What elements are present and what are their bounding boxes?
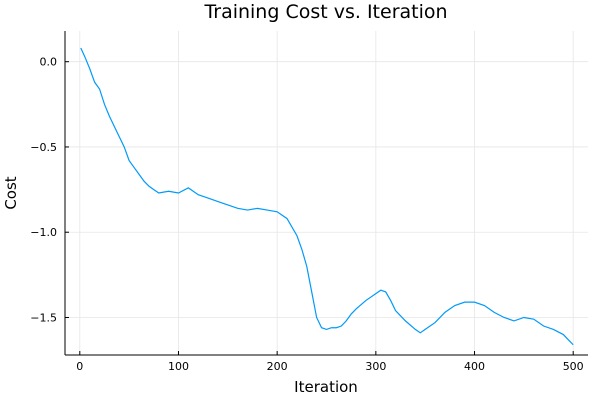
x-tick-label: 100 [168,360,189,373]
y-tick-label: −1.5 [30,311,57,324]
y-tick-label: −0.5 [30,141,57,154]
x-tick-label: 200 [267,360,288,373]
y-tick-labels: 0.0 −0.5 −1.0 −1.5 [30,56,57,325]
cost-series-line [80,47,574,346]
axes-frame [64,31,588,356]
x-tick-labels: 0 100 200 300 400 500 [76,360,583,373]
y-tick-label: −1.0 [30,226,57,239]
x-tick-label: 500 [563,360,584,373]
x-tick-label: 400 [464,360,485,373]
y-axis-label: Cost [2,176,20,209]
y-tick-label: 0.0 [40,56,58,69]
grid [65,31,588,355]
x-tick-label: 0 [76,360,83,373]
x-axis-label: Iteration [294,378,358,396]
chart-title: Training Cost vs. Iteration [203,1,447,23]
x-tick-label: 300 [365,360,386,373]
